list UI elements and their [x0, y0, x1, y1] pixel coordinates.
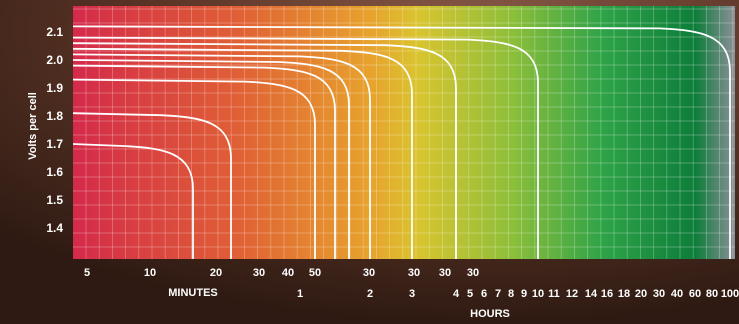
- x-tick-label-hours: 3: [409, 288, 415, 300]
- x-tick-label-minutes: 30: [439, 267, 451, 279]
- y-tick-label: 1.5: [46, 193, 63, 207]
- x-tick-label-hours: 20: [635, 288, 647, 300]
- discharge-curve: [73, 25, 731, 259]
- x-tick-label-hours: 11: [548, 288, 560, 300]
- y-tick-label: 1.7: [46, 137, 63, 151]
- x-tick-label-hours: 18: [618, 288, 630, 300]
- x-tick-label-hours: 4: [453, 288, 460, 300]
- x-tick-label-minutes: 10: [144, 267, 156, 279]
- discharge-curve: [73, 78, 316, 259]
- x-tick-label-hours: 30: [653, 288, 665, 300]
- x-axis-ticks-minutes: 5 10 20 30 40 50 30 30 30 30: [84, 267, 479, 279]
- y-tick-label: 2.0: [46, 53, 63, 67]
- y-axis-label: Volts per cell: [27, 92, 39, 160]
- y-tick-label: 1.4: [46, 221, 63, 235]
- y-tick-label: 1.6: [46, 165, 63, 179]
- discharge-curve: [73, 47, 413, 259]
- y-tick-label: 1.9: [46, 81, 63, 95]
- x-tick-label-hours: 5: [467, 288, 473, 300]
- discharge-curve: [73, 53, 371, 259]
- y-tick-label: 1.8: [46, 109, 63, 123]
- discharge-curves: [73, 25, 731, 259]
- discharge-curve: [73, 112, 232, 259]
- x-axis-ticks-hours: 1 2 3 4 5 6 7 8 9 10 11 12 14 16 18 20 30 40 60 80 100: [297, 288, 739, 300]
- x-tick-label-minutes: 20: [210, 267, 222, 279]
- x-tick-label-hours: 14: [585, 288, 598, 300]
- discharge-curve: [73, 36, 539, 259]
- discharge-curve: [73, 64, 336, 259]
- x-tick-label-hours: 7: [495, 288, 501, 300]
- x-axis-label-minutes: MINUTES: [168, 287, 218, 299]
- plot-area: [73, 6, 735, 259]
- x-tick-label-hours: 12: [566, 288, 578, 300]
- x-tick-label-hours: 16: [601, 288, 613, 300]
- y-axis-ticks: 1.4 1.5 1.6 1.7 1.8 1.9 2.0 2.1: [46, 25, 63, 235]
- x-tick-label-hours: 60: [689, 288, 701, 300]
- x-tick-label-hours: 100: [721, 288, 739, 300]
- x-tick-label-minutes: 30: [408, 267, 420, 279]
- x-tick-label-hours: 40: [671, 288, 683, 300]
- x-tick-label-minutes: 30: [467, 267, 479, 279]
- x-tick-label-hours: 8: [508, 288, 514, 300]
- discharge-curve: [73, 143, 194, 259]
- x-tick-label-hours: 9: [521, 288, 527, 300]
- x-tick-label-minutes: 30: [363, 267, 375, 279]
- grid: [73, 6, 735, 259]
- x-axis-label-hours: HOURS: [470, 308, 510, 320]
- x-tick-label-minutes: 40: [282, 267, 294, 279]
- discharge-curve: [73, 59, 350, 259]
- discharge-curve: [73, 42, 457, 259]
- x-tick-label-hours: 6: [481, 288, 487, 300]
- y-tick-label: 2.1: [46, 25, 63, 39]
- x-tick-label-minutes: 50: [309, 267, 321, 279]
- x-tick-label-hours: 80: [706, 288, 718, 300]
- x-tick-label-minutes: 5: [84, 267, 90, 279]
- x-tick-label-minutes: 30: [253, 267, 265, 279]
- x-tick-label-hours: 1: [297, 288, 303, 300]
- x-tick-label-hours: 2: [367, 288, 373, 300]
- x-tick-label-hours: 10: [532, 288, 544, 300]
